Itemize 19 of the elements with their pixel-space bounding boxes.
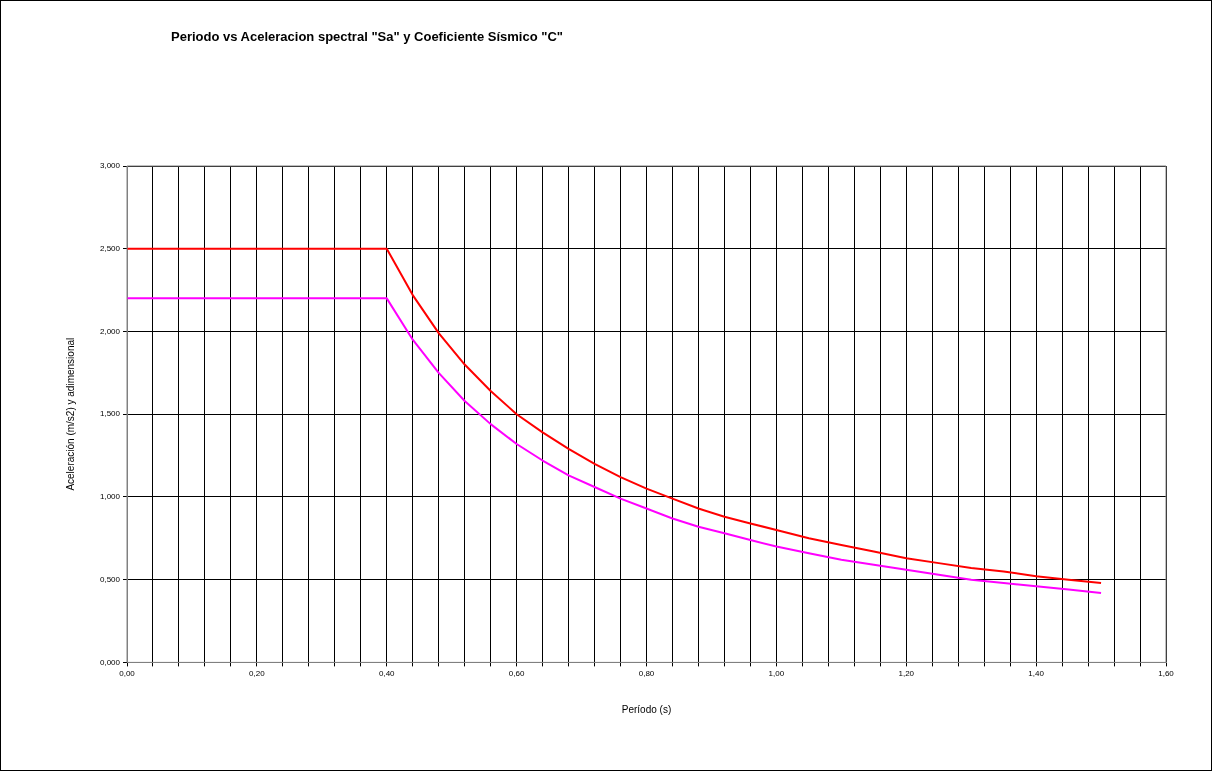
x-tick-label: 1,20 — [898, 669, 915, 679]
x-tick-label: 0,00 — [119, 669, 136, 679]
x-tick-label: 0,80 — [638, 669, 655, 679]
y-tick-label: 0,500 — [99, 574, 121, 584]
x-tick-label: 1,60 — [1158, 669, 1175, 679]
y-axis-title: Aceleración (m/s2) y adimensional — [64, 337, 76, 491]
y-tick-label: 3,000 — [99, 161, 121, 171]
y-tick-label: 2,500 — [99, 243, 121, 253]
x-tick-label: 0,60 — [508, 669, 525, 679]
y-tick-label: 1,000 — [99, 492, 121, 502]
x-tick-label: 0,40 — [378, 669, 396, 679]
chart-title: Periodo vs Aceleracion spectral "Sa" y Coeficiente Sísmico "C" — [171, 29, 563, 44]
x-axis-title: Período (s) — [621, 703, 672, 715]
x-tick-label: 1,40 — [1028, 669, 1045, 679]
x-tick-label: 0,20 — [249, 669, 266, 679]
y-tick-label: 0,000 — [99, 657, 121, 667]
x-tick-label: 1,00 — [768, 669, 785, 679]
y-tick-label: 1,500 — [99, 409, 121, 419]
y-tick-label: 2,000 — [99, 326, 121, 336]
